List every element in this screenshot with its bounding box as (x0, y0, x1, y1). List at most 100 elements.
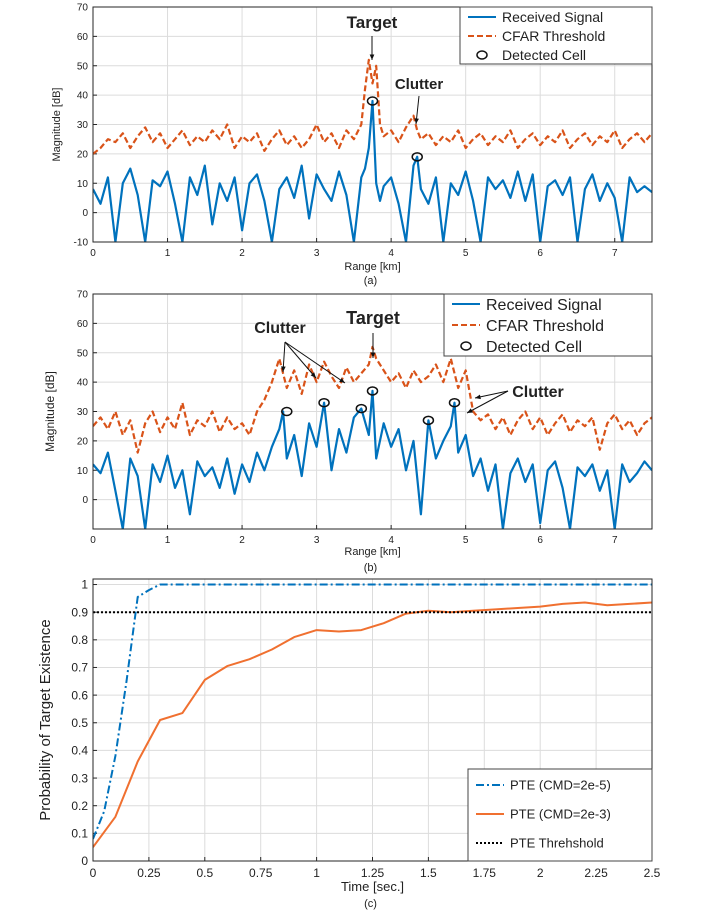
x-tick-label: 0 (90, 535, 96, 546)
x-tick-label: 2 (239, 248, 245, 259)
detected-cell-marker (411, 152, 423, 162)
x-tick-label: 5 (463, 248, 469, 259)
x-tick-label: 0.5 (196, 866, 213, 880)
y-tick-label: 0 (82, 208, 88, 219)
y-tick-label: -10 (74, 238, 89, 249)
x-tick-label: 2.5 (644, 866, 661, 880)
x-tick-label: 3 (314, 248, 320, 259)
x-tick-label: 1.25 (361, 866, 385, 880)
annotation-arrowhead (467, 408, 473, 413)
y-tick-label: 30 (77, 120, 89, 131)
x-axis-label: Time [sec.] (341, 879, 404, 894)
legend-entry-label: CFAR Threshold (502, 28, 605, 44)
y-tick-label: 0.5 (71, 716, 88, 730)
series-group (93, 58, 652, 242)
x-tick-label: 1 (165, 248, 171, 259)
x-tick-label: 7 (612, 535, 618, 546)
y-tick-label: 0.4 (71, 744, 88, 758)
x-tick-label: 2 (537, 866, 544, 880)
x-tick-label: 2 (239, 535, 245, 546)
series-line-pte-cmd-2e-5- (93, 583, 652, 840)
x-tick-label: 2.25 (584, 866, 608, 880)
annotation-arrowhead (475, 394, 481, 400)
y-tick-label: 0 (82, 495, 88, 506)
detected-cell-marker (318, 397, 330, 408)
y-tick-label: 40 (77, 378, 89, 389)
annotation-arrowhead (370, 352, 376, 358)
x-tick-label: 6 (537, 535, 543, 546)
series-group (93, 583, 652, 848)
series-line-cfar-threshold (93, 58, 652, 155)
legend-entry-label: Received Signal (486, 297, 602, 314)
chart-panel-c: 0 0.25 0.5 0.75 1 1.25 1.5 1.75 2 2.25 2.5 0 0.1 0.2 0… (37, 578, 661, 910)
axes-box (92, 293, 653, 530)
annotation-arrow (474, 390, 509, 399)
legend-marker (476, 50, 488, 60)
annotation-label: Clutter (395, 76, 443, 93)
annotation-label: Clutter (254, 320, 306, 337)
annotation-arrowhead (369, 54, 375, 60)
legend: PTE (CMD=2e-5) PTE (CMD=2e-3) PTE Threhsho… (467, 768, 653, 862)
x-tick-label: 0.75 (249, 866, 273, 880)
x-tick-label: 3 (314, 535, 320, 546)
detected-cell-marker (422, 415, 435, 426)
panel-caption: (a) (364, 275, 377, 287)
x-axis-label: Range [km] (344, 261, 400, 273)
legend-marker (460, 341, 472, 351)
annotation-arrow (466, 390, 509, 414)
y-tick-label: 0.7 (71, 661, 88, 675)
annotation-label: Target (346, 308, 400, 328)
y-tick-label: 60 (77, 319, 89, 330)
y-tick-label: 30 (77, 407, 89, 418)
y-tick-label: 40 (77, 91, 89, 102)
y-tick-label: 0.6 (71, 688, 88, 702)
y-tick-label: 50 (77, 61, 89, 72)
y-tick-label: 0.8 (71, 633, 88, 647)
y-tick-label: 20 (77, 149, 89, 160)
x-tick-label: 1.5 (420, 866, 437, 880)
x-tick-label: 4 (388, 535, 394, 546)
y-tick-label: 0 (81, 854, 88, 868)
panel-caption: (c) (364, 898, 377, 910)
y-tick-label: 70 (77, 290, 89, 301)
annotation-arrow (284, 341, 346, 384)
y-tick-label: 10 (77, 179, 89, 190)
x-tick-label: 0.25 (137, 866, 161, 880)
axes-box (92, 6, 653, 243)
legend-entry-label: PTE (CMD=2e-5) (510, 778, 611, 793)
y-axis-label: Probability of Target Existence (37, 619, 54, 821)
annotation-arrowhead (310, 372, 316, 378)
y-tick-label: 1 (81, 578, 88, 592)
x-tick-label: 0 (90, 866, 97, 880)
legend-entry-label: PTE Threhshold (510, 836, 604, 851)
annotation-arrowhead (414, 118, 419, 124)
legend-entry-label: CFAR Threshold (486, 318, 604, 335)
x-axis-label: Range [km] (344, 546, 400, 558)
y-tick-label: 0.1 (71, 827, 88, 841)
legend-entry-label: Detected Cell (502, 47, 586, 63)
annotation-label: Target (347, 13, 398, 32)
annotation-label: Clutter (512, 384, 564, 401)
y-tick-label: 0.3 (71, 771, 88, 785)
y-tick-label: 0.2 (71, 799, 88, 813)
x-tick-label: 4 (388, 248, 394, 259)
y-tick-label: 10 (77, 466, 89, 477)
legend: Received Signal CFAR Threshold Detected Ce… (459, 6, 653, 65)
series-line-received-signal (93, 389, 652, 529)
x-tick-label: 1 (313, 866, 320, 880)
detected-cell-marker (366, 386, 379, 396)
annotation-arrowhead (281, 366, 286, 372)
y-axis-label: Magnitude [dB] (43, 371, 57, 452)
y-axis-label: Magnitude [dB] (51, 88, 63, 162)
y-tick-label: 50 (77, 348, 89, 359)
x-tick-label: 1.75 (473, 866, 497, 880)
legend-entry-label: Received Signal (502, 9, 603, 25)
y-tick-label: 60 (77, 32, 89, 43)
x-tick-label: 5 (463, 535, 469, 546)
detected-cell-marker (281, 406, 293, 417)
x-tick-label: 0 (90, 248, 96, 259)
series-line-received-signal (93, 99, 652, 242)
